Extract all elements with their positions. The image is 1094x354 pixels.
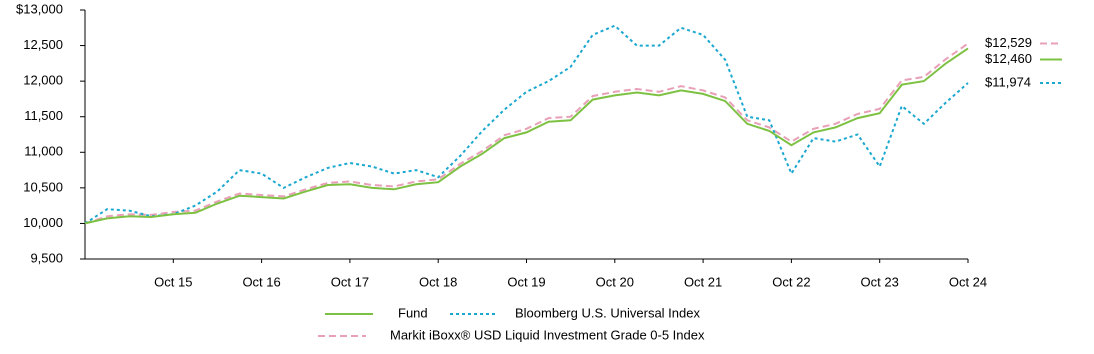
- series-line: [84, 24, 969, 225]
- y-tick-label: $13,000: [16, 1, 63, 16]
- y-tick-label: 11,000: [24, 144, 63, 159]
- y-tick-label: 9,500: [30, 250, 63, 265]
- x-tick-label: Oct 22: [772, 274, 810, 289]
- end-label: $12,529: [985, 35, 1032, 50]
- x-tick-label: Oct 16: [242, 274, 280, 289]
- end-label: $12,460: [985, 51, 1032, 66]
- y-tick-label: 12,500: [23, 37, 63, 52]
- x-tick-label: Oct 21: [684, 274, 722, 289]
- x-tick-label: Oct 20: [596, 274, 634, 289]
- y-tick-label: 10,000: [23, 215, 63, 230]
- series-line: [84, 47, 969, 225]
- x-tick-label: Oct 23: [861, 274, 899, 289]
- x-tick-label: Oct 18: [419, 274, 457, 289]
- x-tick-label: Oct 24: [949, 274, 987, 289]
- y-tick-label: 12,000: [23, 73, 63, 88]
- x-tick-label: Oct 19: [507, 274, 545, 289]
- x-tick-label: Oct 15: [154, 274, 192, 289]
- series-line: [84, 42, 969, 225]
- legend-label: Markit iBoxx® USD Liquid Investment Grad…: [390, 327, 705, 342]
- legend-label: Bloomberg U.S. Universal Index: [515, 305, 700, 320]
- legend-label: Fund: [398, 305, 428, 320]
- y-tick-label: 11,500: [24, 108, 63, 123]
- x-tick-label: Oct 17: [331, 274, 369, 289]
- end-label: $11,974: [985, 74, 1031, 89]
- y-tick-label: 10,500: [23, 179, 63, 194]
